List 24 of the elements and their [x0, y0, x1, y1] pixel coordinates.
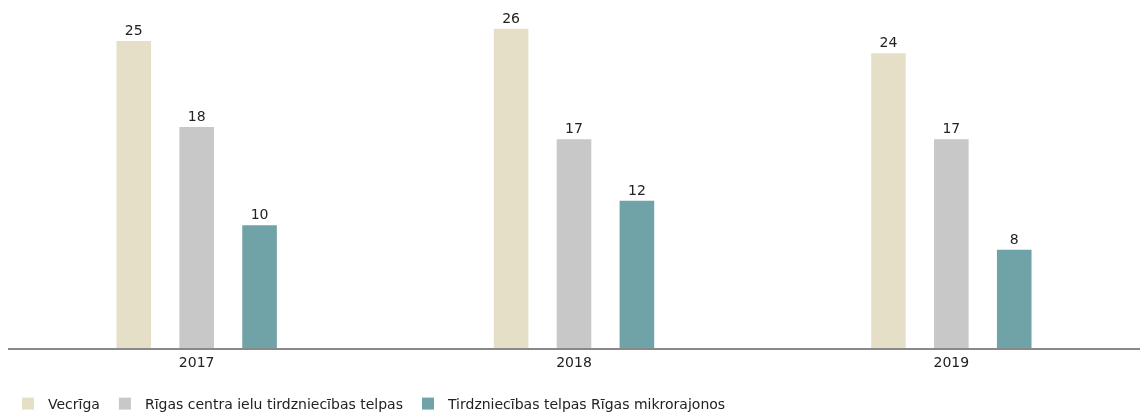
bar — [871, 53, 906, 348]
bar — [556, 139, 592, 348]
data-label: 17 — [565, 120, 583, 137]
x-tick-label: 2019 — [933, 353, 970, 370]
legend-label: Vecrīga — [48, 396, 100, 413]
data-label: 12 — [627, 181, 646, 198]
legend-label: Rīgas centra ielu tirdzniecības telpas — [144, 396, 403, 413]
bar — [934, 139, 969, 348]
data-label: 25 — [124, 22, 143, 39]
x-tick-label: 2018 — [556, 353, 592, 370]
data-label: 26 — [502, 9, 521, 26]
data-label: 10 — [250, 206, 269, 223]
legend-label: Tirdzniecības telpas Rīgas mikrorajonos — [446, 396, 726, 413]
bar — [493, 28, 529, 348]
data-label: 18 — [187, 108, 206, 125]
data-label: 24 — [879, 34, 898, 51]
bar — [619, 200, 655, 348]
bar — [116, 41, 152, 348]
bar — [179, 127, 214, 348]
data-label: 17 — [942, 120, 961, 137]
x-tick-label: 2017 — [178, 353, 215, 370]
bar — [996, 249, 1032, 348]
data-label: 8 — [1009, 230, 1019, 247]
bar — [242, 225, 277, 348]
